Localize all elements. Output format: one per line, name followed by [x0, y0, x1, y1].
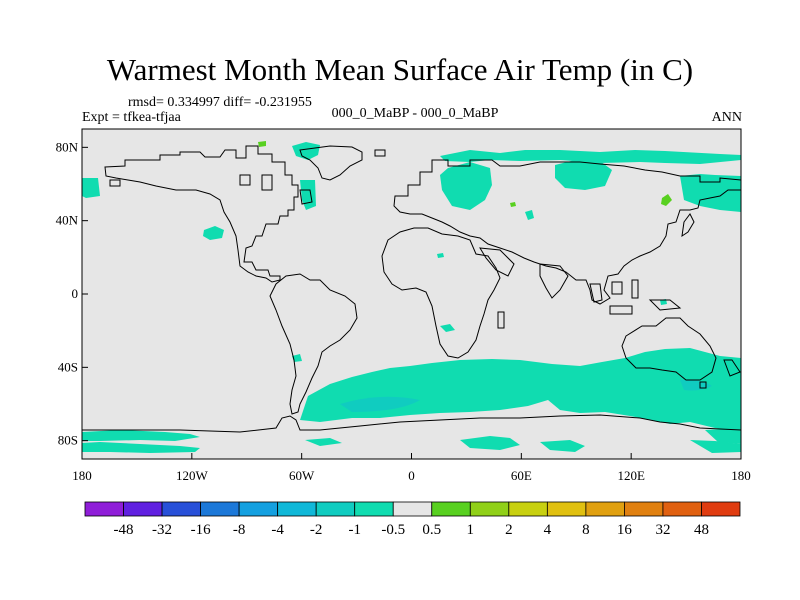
coast-greenland	[299, 145, 363, 181]
lon-tick-label: 180	[72, 468, 92, 483]
stats-label: rmsd= 0.334997 diff= -0.231955	[128, 95, 312, 110]
experiment-label: Expt = tfkea-tfjaa	[82, 110, 181, 125]
colorbar-label: 1	[467, 522, 475, 538]
coast-australia	[621, 317, 717, 381]
colorbar-swatch	[469, 501, 510, 517]
colorbar-swatch	[277, 501, 317, 517]
lon-tick-label: 60E	[511, 468, 532, 483]
latitude-axis: 80N 40N 0 40S 80S	[56, 139, 88, 448]
lat-tick-label: 40S	[58, 359, 78, 374]
colorbar-swatch	[354, 501, 394, 517]
lon-tick-label: 180	[731, 468, 751, 483]
colorbar-swatch	[701, 501, 741, 517]
coast-eurasia	[393, 159, 741, 305]
colorbar-label: -48	[114, 522, 134, 538]
colorbar-swatch	[84, 501, 124, 517]
lat-tick-label: 80N	[56, 139, 79, 154]
lat-tick-label: 40N	[56, 213, 79, 228]
colorbar-label: -0.5	[381, 522, 405, 538]
colorbar-label: 16	[617, 522, 633, 538]
colorbar-swatch	[662, 501, 702, 517]
coast-africa	[381, 227, 501, 359]
lat-tick-label: 0	[72, 286, 79, 301]
northern-anomaly	[82, 141, 741, 381]
colorbar-label: -1	[348, 522, 361, 538]
colorbar-swatch	[508, 501, 548, 517]
lat-tick-label: 80S	[58, 433, 78, 448]
colorbar-label: 2	[505, 522, 513, 538]
colorbar-swatch	[123, 501, 163, 517]
colorbar-label: -4	[271, 522, 284, 538]
anomaly-fields	[82, 141, 741, 453]
colorbar-label: 48	[694, 522, 709, 538]
colorbar-swatch	[431, 501, 471, 517]
lon-tick-label: 120W	[176, 468, 209, 483]
colorbar-label: -16	[191, 522, 211, 538]
colorbar-swatch	[161, 501, 201, 517]
colorbar-swatch	[238, 501, 279, 517]
coastlines	[82, 145, 741, 433]
lon-tick-label: 120E	[617, 468, 645, 483]
colorbar-swatch	[585, 501, 625, 517]
season-label: ANN	[711, 110, 742, 125]
colorbar-swatch	[624, 501, 664, 517]
colorbar-swatch	[200, 501, 240, 517]
colorbar-label: 0.5	[422, 522, 441, 538]
lon-tick-label: 0	[408, 468, 415, 483]
coast-south-america	[269, 273, 358, 415]
colorbar: -48 -32 -16 -8 -4 -2 -1 -0.5 0.5 1 2 4 8 16 32 48	[84, 501, 741, 538]
coast-north-america	[104, 145, 299, 283]
colorbar-label: -2	[310, 522, 323, 538]
colorbar-label: -32	[152, 522, 172, 538]
coast-antarctica	[82, 414, 741, 433]
colorbar-label: -8	[233, 522, 246, 538]
colorbar-label: 32	[655, 522, 670, 538]
plot-title: Warmest Month Mean Surface Air Temp (in …	[106, 52, 694, 87]
colorbar-swatch	[315, 501, 356, 517]
southern-ocean-anomaly	[82, 348, 741, 453]
colorbar-label: 8	[582, 522, 590, 538]
colorbar-swatch	[546, 501, 587, 517]
period-label: 000_0_MaBP - 000_0_MaBP	[331, 106, 499, 121]
lon-tick-label: 60W	[289, 468, 315, 483]
colorbar-label: 4	[544, 522, 552, 538]
longitude-axis: 180 120W 60W 0 60E 120E 180	[72, 453, 751, 483]
colorbar-swatch	[392, 501, 433, 517]
